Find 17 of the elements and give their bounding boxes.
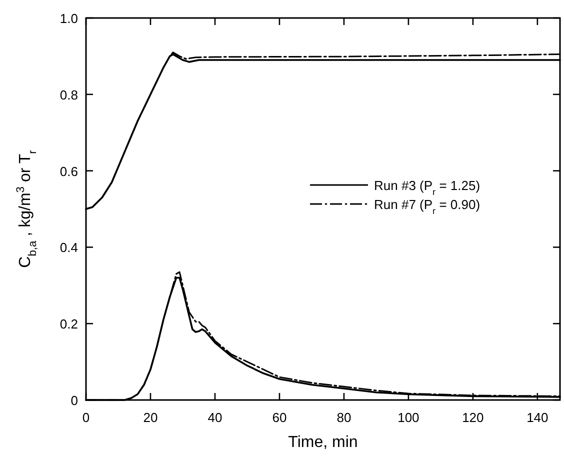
y-tick-label: 0.4: [60, 240, 78, 256]
x-tick-label: 100: [398, 410, 420, 425]
legend-label: Run #7 (P$_{r}$ = 0.90): [374, 197, 480, 216]
x-tick-label: 40: [208, 410, 222, 425]
y-tick-label: 0.6: [60, 164, 78, 179]
x-tick-label: 140: [526, 410, 548, 425]
x-axis-title: Time, min: [288, 434, 358, 451]
x-tick-label: 0: [82, 410, 90, 425]
y-tick-label: 1.0: [60, 11, 78, 26]
y-tick-label: 0: [70, 393, 78, 408]
x-tick-label: 80: [336, 410, 352, 425]
y-tick-label: 0.8: [60, 87, 78, 102]
x-tick-label: 60: [272, 410, 287, 425]
x-tick-label: 20: [143, 410, 158, 425]
x-tick-label: 120: [462, 410, 484, 425]
legend-label: Run #3 (P$_{r}$ = 1.25): [374, 178, 480, 197]
y-tick-label: 0.2: [60, 316, 78, 332]
